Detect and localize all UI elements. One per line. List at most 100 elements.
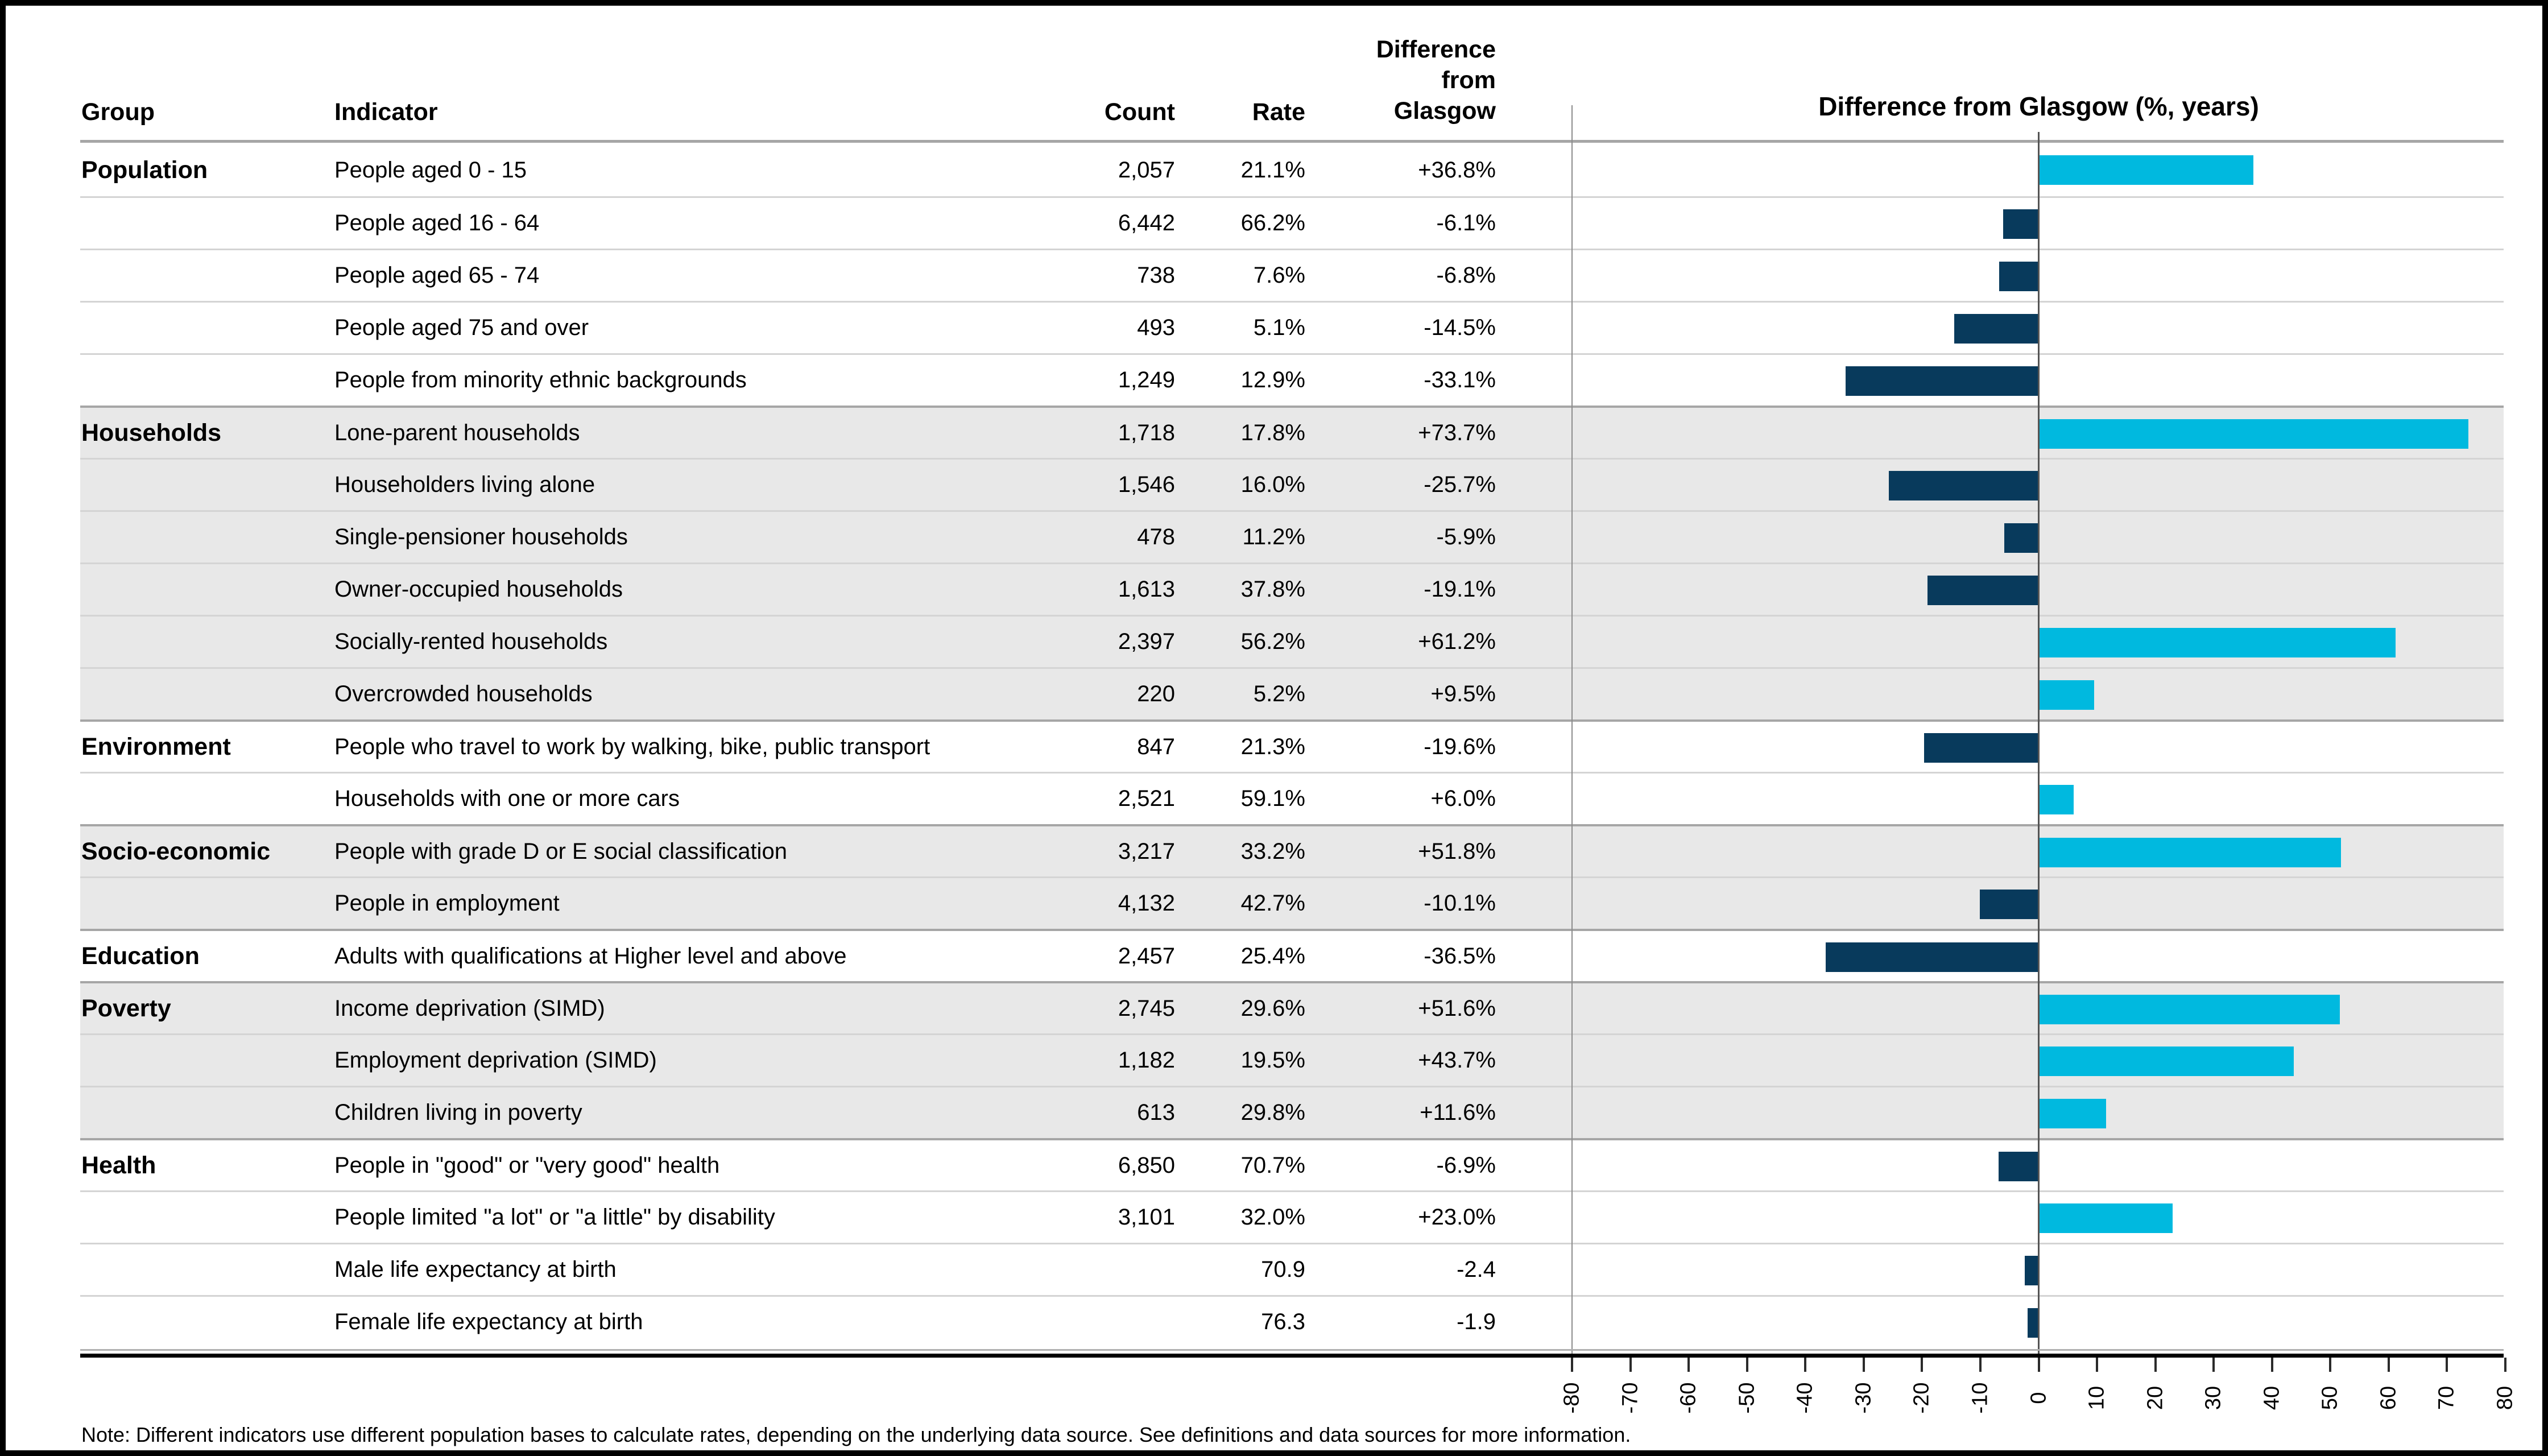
- difference-header-line-1: Difference: [1376, 36, 1496, 63]
- chart-cell: [1572, 774, 2505, 824]
- x-axis-tick: [2270, 1358, 2273, 1372]
- x-tick-label: 80: [2493, 1385, 2517, 1410]
- indicator-label: People aged 65 - 74: [334, 263, 540, 288]
- chart-cell: [1572, 460, 2505, 510]
- negative-bar: [1826, 942, 2039, 972]
- count-value: 1,613: [1118, 577, 1175, 602]
- table-row: People limited "a lot" or "a little" by …: [80, 1190, 2504, 1243]
- count-value: 2,745: [1118, 995, 1175, 1021]
- table-row: People aged 75 and over 493 5.1% -14.5%: [80, 301, 2504, 353]
- difference-value: -36.5%: [1424, 943, 1496, 969]
- chart-cell: [1572, 617, 2505, 667]
- rate-value: 21.3%: [1240, 734, 1305, 759]
- table-row: Single-pensioner households 478 11.2% -5.9%: [80, 510, 2504, 562]
- chart-cell: [1572, 408, 2505, 458]
- count-value: 1,718: [1118, 420, 1175, 445]
- column-header-rate: Rate: [1252, 98, 1305, 126]
- x-tick-label: 30: [2201, 1385, 2226, 1410]
- indicator-label: People in employment: [334, 891, 560, 916]
- x-axis-tick: [1979, 1358, 1982, 1372]
- table-row: Socially-rented households 2,397 56.2% +61.…: [80, 615, 2504, 667]
- chart-cell: [1572, 198, 2505, 249]
- x-tick-label: 40: [2260, 1385, 2284, 1410]
- negative-bar: [1888, 471, 2039, 500]
- indicator-label: Socially-rented households: [334, 629, 608, 654]
- difference-value: +51.6%: [1418, 995, 1496, 1021]
- negative-bar: [1924, 733, 2039, 763]
- rate-value: 32.0%: [1240, 1205, 1305, 1230]
- chart-cell: [1572, 1244, 2505, 1295]
- positive-bar: [2038, 419, 2469, 449]
- negative-bar: [2004, 523, 2039, 553]
- group-label: Households: [81, 419, 222, 446]
- difference-value: +73.7%: [1418, 420, 1496, 445]
- indicator-label: Adults with qualifications at Higher lev…: [334, 943, 847, 969]
- header-underline: [80, 140, 2504, 143]
- count-value: 847: [1137, 734, 1175, 759]
- indicator-label: Income deprivation (SIMD): [334, 995, 605, 1021]
- negative-bar: [2003, 209, 2039, 239]
- difference-value: +6.0%: [1430, 786, 1496, 811]
- x-tick-label: -60: [1676, 1382, 1701, 1414]
- count-value: 2,457: [1118, 943, 1175, 969]
- count-value: 3,101: [1118, 1205, 1175, 1230]
- negative-bar: [1846, 366, 2039, 396]
- chart-cell: [1572, 303, 2505, 353]
- x-tick-label: 50: [2318, 1385, 2342, 1410]
- chart-cell: [1572, 826, 2505, 876]
- rate-value: 66.2%: [1240, 210, 1305, 235]
- indicator-label: Householders living alone: [334, 472, 595, 497]
- chart-cell: [1572, 722, 2505, 772]
- group-label: [81, 303, 332, 353]
- x-axis-tick: [1687, 1358, 1690, 1372]
- table-row: People aged 65 - 74 738 7.6% -6.8%: [80, 249, 2504, 301]
- indicator-label: Single-pensioner households: [334, 524, 628, 549]
- chart-cell: [1572, 983, 2505, 1033]
- chart-cell: [1572, 931, 2505, 981]
- x-axis-tick: [1921, 1358, 1924, 1372]
- count-value: 1,249: [1118, 367, 1175, 392]
- rate-value: 5.1%: [1253, 315, 1305, 340]
- rate-value: 29.6%: [1240, 995, 1305, 1021]
- chart-cell: [1572, 1035, 2505, 1086]
- difference-value: -5.9%: [1436, 524, 1496, 549]
- count-value: 3,217: [1118, 838, 1175, 864]
- chart-cell: [1572, 878, 2505, 929]
- table-bottom-separator: [80, 1349, 2504, 1351]
- count-value: 2,521: [1118, 786, 1175, 811]
- group-label: [81, 617, 332, 667]
- column-header-group: Group: [81, 98, 155, 126]
- negative-bar: [1927, 576, 2039, 605]
- x-axis-tick: [1571, 1358, 1573, 1372]
- positive-bar: [2038, 995, 2340, 1024]
- difference-value: +23.0%: [1418, 1205, 1496, 1230]
- table-row: Education Adults with qualifications at H…: [80, 929, 2504, 981]
- column-header-difference-from-glasgow: Difference from Glasgow: [1268, 34, 1496, 126]
- difference-value: +9.5%: [1430, 681, 1496, 706]
- group-label: [81, 1035, 332, 1086]
- rate-value: 25.4%: [1240, 943, 1305, 969]
- difference-value: +61.2%: [1418, 629, 1496, 654]
- group-label: [81, 1087, 332, 1138]
- difference-value: -33.1%: [1424, 367, 1496, 392]
- rate-value: 29.8%: [1240, 1100, 1305, 1125]
- indicator-label: People aged 0 - 15: [334, 157, 527, 183]
- rate-value: 21.1%: [1240, 157, 1305, 183]
- x-tick-label: -50: [1735, 1382, 1759, 1414]
- group-label: Socio-economic: [81, 837, 271, 865]
- x-axis-tick: [2037, 1358, 2040, 1372]
- group-label: Population: [81, 156, 208, 184]
- count-value: [1047, 1244, 1175, 1295]
- table-row: Socio-economic People with grade D or E s…: [80, 824, 2504, 876]
- positive-bar: [2038, 1203, 2173, 1233]
- group-label: [81, 250, 332, 301]
- x-axis-tick: [2329, 1358, 2332, 1372]
- x-axis-tick: [2096, 1358, 2099, 1372]
- positive-bar: [2038, 680, 2094, 710]
- group-label: [81, 1244, 332, 1295]
- table-row: Poverty Income deprivation (SIMD) 2,745 29.…: [80, 981, 2504, 1033]
- count-value: 6,442: [1118, 210, 1175, 235]
- group-label: [81, 1297, 332, 1347]
- x-tick-label: -40: [1793, 1382, 1817, 1414]
